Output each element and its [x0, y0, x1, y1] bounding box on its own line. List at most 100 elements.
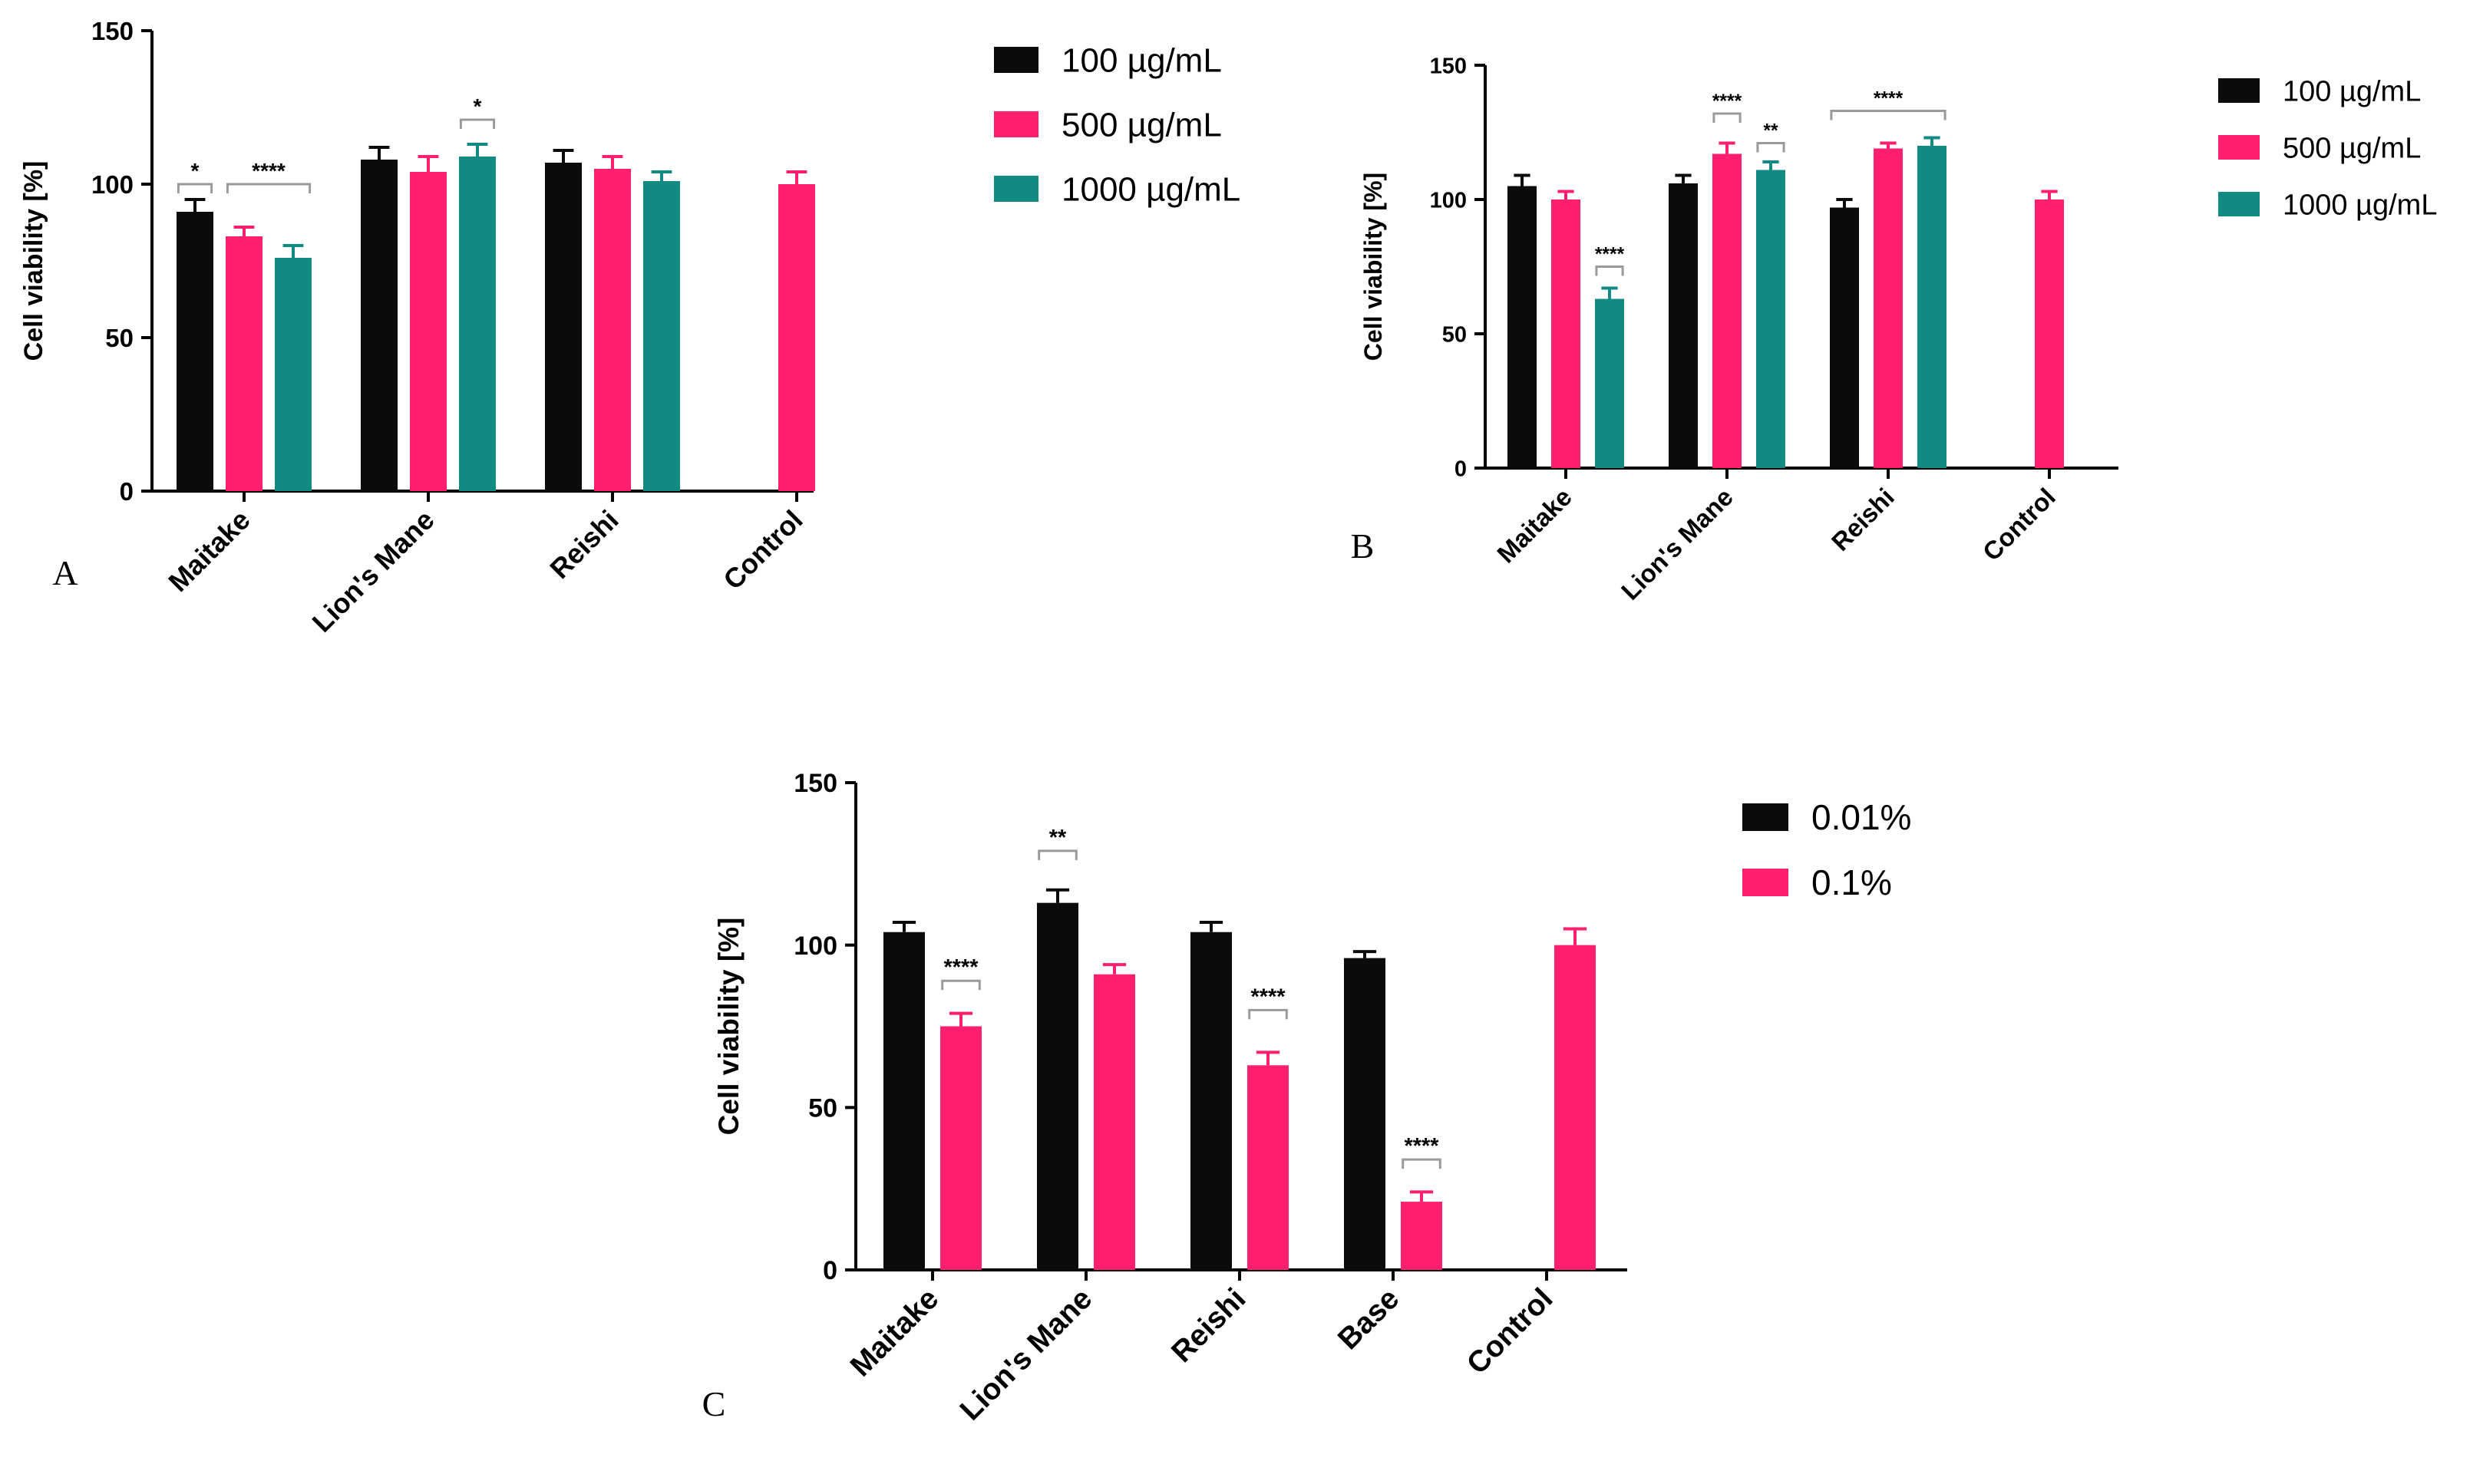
significance-label: **: [1763, 121, 1778, 142]
legend-label-500-g-ml: 500 µg/mL: [1062, 106, 1222, 143]
significance-bracket: [1595, 265, 1624, 276]
y-axis-label: Cell viability [%]: [713, 918, 745, 1136]
legend-label-0-1: 0.1%: [1811, 862, 1892, 902]
panel-b: 0 50 100 150 Cell viability [%] Maitake Lion's…: [1351, 54, 2438, 605]
x-tick-label-maitake: Maitake: [162, 504, 256, 598]
legend-label-500-g-ml: 500 µg/mL: [2283, 132, 2421, 164]
bar-lion-s-mane-100-g-ml: [1669, 183, 1698, 468]
significance-label: ****: [1712, 91, 1742, 112]
significance-label: ****: [944, 955, 979, 980]
legend-swatch-500-g-ml: [2218, 135, 2260, 160]
bar-maitake-0-1: [940, 1026, 982, 1270]
y-tick-label: 0: [120, 477, 134, 506]
bar-reishi-500-g-ml: [1874, 148, 1903, 468]
significance-bracket: [1402, 1158, 1441, 1169]
y-tick-label: 50: [1442, 322, 1467, 347]
significance-label: *: [474, 94, 482, 118]
bar-maitake-100-g-ml: [1507, 186, 1537, 468]
legend-label-100-g-ml: 100 µg/mL: [1062, 41, 1222, 79]
bar-control-0-1: [1554, 945, 1596, 1270]
bar-reishi-0-01: [1190, 932, 1232, 1270]
x-tick-label-lion-s-mane: Lion's Mane: [1616, 483, 1738, 605]
x-tick-label-maitake: Maitake: [844, 1282, 946, 1383]
x-tick-label-control: Control: [717, 504, 808, 595]
y-tick-label: 150: [91, 17, 134, 45]
y-tick-label: 150: [794, 769, 837, 798]
y-tick-label: 150: [1430, 54, 1467, 78]
legend-swatch-1000-g-ml: [2218, 192, 2260, 216]
bar-lion-s-mane-500-g-ml: [1712, 153, 1742, 468]
bar-reishi-0-1: [1247, 1065, 1289, 1270]
bar-maitake-500-g-ml: [226, 236, 262, 491]
bar-lion-s-mane-500-g-ml: [410, 172, 447, 491]
panel-label: A: [52, 553, 78, 592]
significance-bracket: [1038, 849, 1078, 860]
bar-maitake-1000-g-ml: [275, 258, 312, 491]
bar-base-0-01: [1344, 958, 1385, 1270]
x-tick-label-control: Control: [1461, 1282, 1559, 1380]
x-tick-label-maitake: Maitake: [1491, 483, 1577, 569]
legend-label-1000-g-ml: 1000 µg/mL: [2283, 189, 2437, 221]
legend-swatch-500-g-ml: [994, 111, 1038, 137]
y-tick-label: 100: [794, 932, 837, 961]
x-tick-label-reishi: Reishi: [1826, 483, 1900, 556]
panel-label: B: [1351, 526, 1375, 566]
bar-control-500-g-ml: [778, 184, 815, 491]
legend-label-0-01: 0.01%: [1811, 797, 1911, 837]
legend-swatch-100-g-ml: [994, 47, 1038, 73]
bar-maitake-1000-g-ml: [1595, 298, 1624, 468]
x-tick-label-base: Base: [1332, 1282, 1405, 1356]
bar-lion-s-mane-0-01: [1037, 902, 1078, 1270]
y-tick-label: 0: [823, 1256, 837, 1285]
panel-a: 0 50 100 150 Cell viability [%] Maitake Lion's…: [19, 17, 1240, 638]
significance-bracket: [459, 118, 496, 129]
y-tick-label: 100: [1430, 188, 1467, 213]
significance-bracket: [226, 183, 312, 193]
bar-control-500-g-ml: [2035, 200, 2064, 468]
bar-lion-s-mane-100-g-ml: [361, 160, 398, 491]
significance-label: ****: [1251, 984, 1286, 1009]
y-axis-label: Cell viability [%]: [1359, 173, 1387, 361]
legend-swatch-100-g-ml: [2218, 78, 2260, 103]
y-tick-label: 50: [808, 1094, 837, 1123]
bar-reishi-100-g-ml: [1830, 207, 1859, 468]
significance-label: **: [1049, 826, 1067, 850]
panel-label: C: [702, 1384, 726, 1423]
bar-maitake-500-g-ml: [1551, 200, 1580, 468]
panel-c: 0 50 100 150 Cell viability [%] Maitake Lion's…: [702, 769, 1912, 1426]
significance-bracket: [1756, 142, 1785, 153]
bar-reishi-1000-g-ml: [643, 181, 680, 491]
significance-label: ****: [1595, 245, 1625, 265]
legend-label-100-g-ml: 100 µg/mL: [2283, 75, 2421, 107]
y-tick-label: 50: [105, 324, 134, 352]
bar-reishi-500-g-ml: [594, 169, 631, 491]
significance-bracket: [1712, 112, 1742, 123]
y-tick-label: 100: [91, 170, 134, 199]
x-tick-label-lion-s-mane: Lion's Mane: [954, 1282, 1099, 1427]
significance-bracket: [1248, 1008, 1288, 1020]
significance-label: ****: [252, 159, 286, 183]
bar-maitake-0-01: [883, 932, 925, 1270]
significance-bracket: [941, 979, 981, 991]
legend-swatch-1000-g-ml: [994, 176, 1038, 202]
bar-lion-s-mane-0-1: [1094, 974, 1135, 1270]
x-tick-label-reishi: Reishi: [543, 504, 624, 585]
x-tick-label-control: Control: [1977, 483, 2061, 566]
significance-label: ****: [1874, 89, 1904, 110]
significance-bracket: [177, 183, 213, 193]
significance-label: *: [191, 159, 200, 183]
legend-swatch-0-1: [1742, 869, 1788, 896]
bar-lion-s-mane-1000-g-ml: [459, 157, 496, 491]
bar-maitake-100-g-ml: [177, 212, 213, 491]
significance-label: ****: [1405, 1134, 1440, 1159]
bar-reishi-1000-g-ml: [1917, 146, 1946, 468]
legend-swatch-0-01: [1742, 803, 1788, 831]
significance-bracket: [1830, 110, 1946, 120]
y-axis-label: Cell viability [%]: [19, 161, 48, 361]
legend-label-1000-g-ml: 1000 µg/mL: [1062, 170, 1240, 208]
y-tick-label: 0: [1454, 457, 1467, 481]
bar-reishi-100-g-ml: [545, 163, 582, 491]
bar-lion-s-mane-1000-g-ml: [1756, 170, 1785, 468]
bar-base-0-1: [1401, 1202, 1442, 1270]
